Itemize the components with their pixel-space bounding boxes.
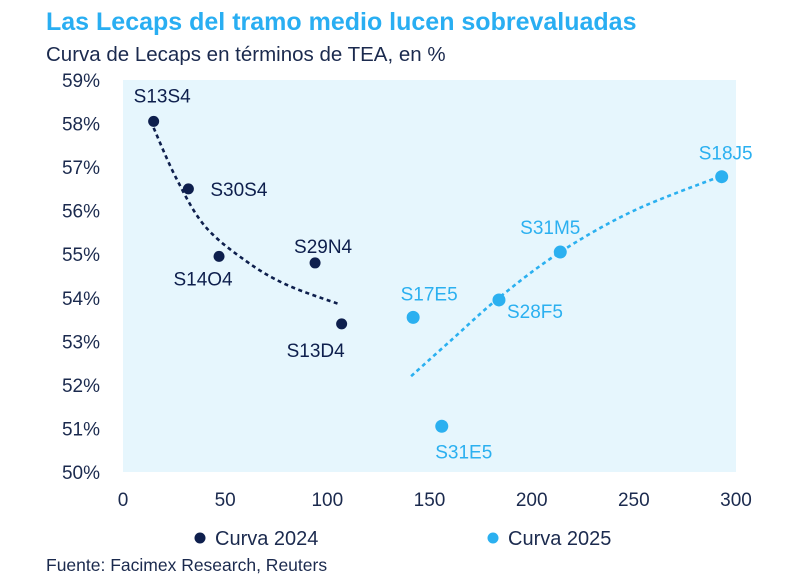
- trend-lines: [152, 127, 723, 378]
- source-note: Fuente: Facimex Research, Reuters: [46, 555, 328, 575]
- y-tick-50: 50%: [62, 463, 100, 484]
- x-tick-0: 0: [118, 490, 129, 511]
- trend-line-curva-2024: [152, 127, 341, 306]
- y-tick-58: 58%: [62, 115, 100, 136]
- point-s28f5: [492, 293, 506, 307]
- x-tick-50: 50: [215, 490, 236, 511]
- y-tick-52: 52%: [62, 376, 100, 397]
- chart-title: Las Lecaps del tramo medio lucen sobreva…: [46, 8, 637, 36]
- label-s29n4: S29N4: [294, 237, 353, 258]
- point-s13s4: [148, 115, 160, 127]
- label-s28f5: S28F5: [507, 302, 563, 323]
- y-tick-54: 54%: [62, 289, 100, 310]
- x-tick-200: 200: [516, 490, 548, 511]
- label-s18j5: S18J5: [699, 144, 753, 165]
- point-s13d4: [336, 318, 348, 330]
- point-s31m5: [553, 245, 567, 259]
- x-tick-150: 150: [414, 490, 446, 511]
- label-s13s4: S13S4: [134, 86, 191, 107]
- plot-area: [123, 80, 736, 472]
- label-s17e5: S17E5: [401, 284, 458, 305]
- legend-label-2024: Curva 2024: [215, 528, 318, 550]
- point-s30s4: [182, 183, 194, 195]
- point-s17e5: [406, 310, 420, 324]
- y-tick-56: 56%: [62, 202, 100, 223]
- trend-line-curva-2025: [410, 174, 723, 378]
- point-s31e5: [435, 419, 449, 433]
- y-tick-55: 55%: [62, 245, 100, 266]
- y-axis-ticks: 50% 51% 52% 53% 54% 55% 56% 57% 58% 59%: [62, 71, 100, 484]
- data-labels: S13S4 S30S4 S14O4 S29N4 S13D4 S17E5 S31E5 S28F5…: [134, 86, 753, 463]
- x-axis-ticks: 0 50 100 150 200 250 300: [118, 490, 752, 511]
- point-s18j5: [715, 170, 729, 184]
- legend-label-2025: Curva 2025: [508, 528, 611, 550]
- x-tick-100: 100: [311, 490, 343, 511]
- x-tick-300: 300: [720, 490, 752, 511]
- label-s14o4: S14O4: [173, 269, 233, 290]
- point-s14o4: [213, 250, 225, 262]
- point-s29n4: [309, 257, 321, 269]
- y-tick-57: 57%: [62, 158, 100, 179]
- y-tick-51: 51%: [62, 419, 100, 440]
- label-s30s4: S30S4: [210, 180, 267, 201]
- x-tick-250: 250: [618, 490, 650, 511]
- legend-marker-2025: [487, 532, 499, 544]
- label-s31e5: S31E5: [435, 442, 492, 463]
- label-s31m5: S31M5: [520, 218, 580, 239]
- y-tick-59: 59%: [62, 71, 100, 92]
- label-s13d4: S13D4: [287, 341, 346, 362]
- chart-subtitle: Curva de Lecaps en términos de TEA, en %: [46, 43, 446, 66]
- y-tick-53: 53%: [62, 332, 100, 353]
- data-points: [148, 115, 729, 433]
- legend-marker-2024: [194, 532, 206, 544]
